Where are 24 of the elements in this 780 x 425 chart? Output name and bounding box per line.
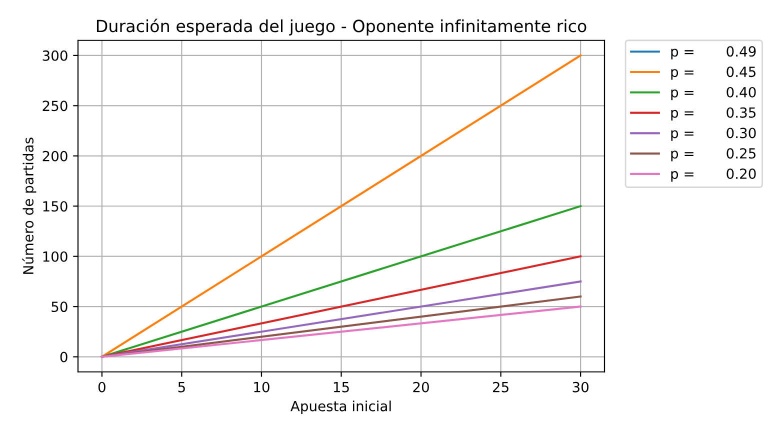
legend-label: p = 0.20 — [671, 168, 756, 182]
x-tick-label: 0 — [98, 382, 106, 392]
legend-label: p = 0.30 — [671, 128, 756, 141]
y-tick-label: 200 — [42, 150, 68, 162]
x-tick-label: 15 — [334, 382, 349, 392]
y-axis-title: Número de partidas — [22, 138, 36, 274]
x-tick-label: 25 — [492, 382, 508, 392]
x-tick-label: 5 — [178, 382, 185, 392]
y-tick-label: 250 — [42, 100, 68, 112]
y-tick-label: 100 — [43, 251, 68, 262]
x-axis-title: Apuesta inicial — [290, 400, 391, 414]
x-tick-label: 20 — [413, 382, 429, 392]
legend-label: p = 0.35 — [671, 107, 756, 121]
x-tick-label: 30 — [572, 382, 588, 392]
legend-label: p = 0.49 — [671, 46, 756, 60]
y-tick-label: 0 — [60, 352, 68, 362]
legend-label: p = 0.40 — [671, 86, 756, 100]
legend-label: p = 0.45 — [671, 66, 756, 80]
y-tick-label: 150 — [43, 201, 68, 212]
y-tick-label: 300 — [42, 50, 68, 61]
x-tick-label: 10 — [254, 382, 270, 392]
chart-title: Duración esperada del juego - Oponente infinitamente rico — [96, 18, 586, 36]
legend-label: p = 0.25 — [671, 148, 756, 162]
y-tick-label: 50 — [52, 302, 68, 312]
